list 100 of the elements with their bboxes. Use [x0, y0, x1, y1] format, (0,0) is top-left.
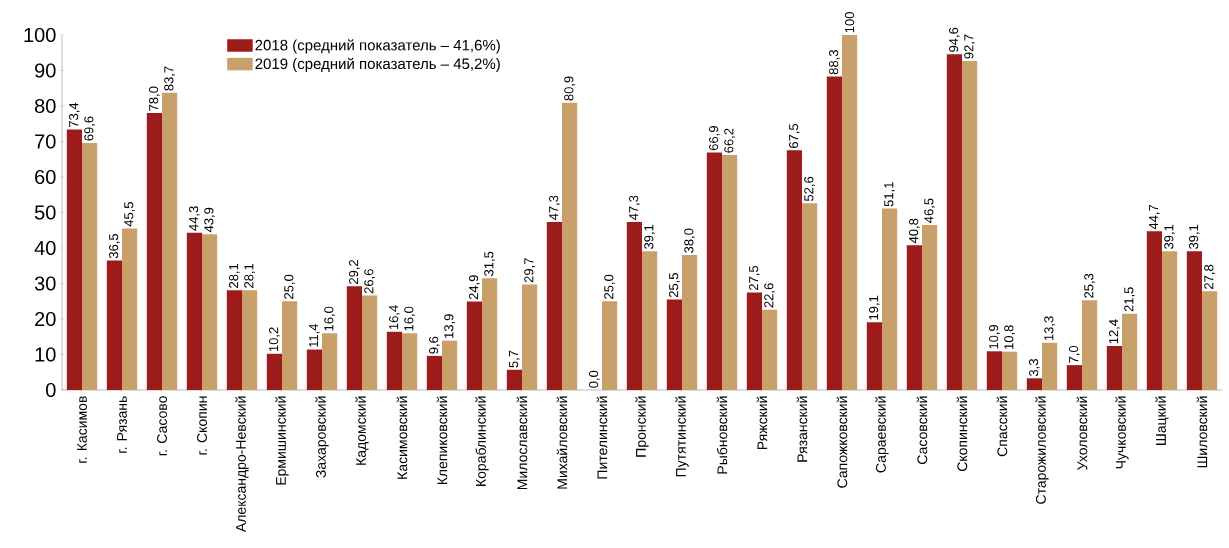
data-label: 28,1: [229, 263, 240, 288]
bar: [626, 222, 642, 390]
bar: [202, 234, 218, 390]
x-tick-label: Пронский: [635, 396, 649, 457]
data-label: 51,1: [884, 182, 895, 207]
bar: [641, 251, 658, 390]
x-tick-label: Кадомский: [355, 396, 369, 465]
data-label: 25,0: [604, 274, 615, 299]
data-label: 29,7: [524, 258, 535, 283]
bar: [442, 340, 458, 390]
x-tick-label: Сасовский: [916, 396, 928, 464]
data-label: 39,1: [1189, 224, 1200, 249]
bar: [82, 142, 98, 390]
data-label: 7,0: [1069, 345, 1080, 363]
bar: [322, 333, 338, 390]
data-label: 78,0: [149, 86, 160, 111]
bar: [186, 232, 202, 390]
x-tick-label: Рязанский: [796, 396, 808, 462]
x-tick-label: Рыбновский: [716, 396, 728, 474]
y-tick-label: 80: [34, 98, 56, 114]
x-tick-label: Ермишинский: [275, 396, 289, 485]
data-label: 28,1: [244, 263, 255, 288]
data-label: 12,4: [1109, 319, 1120, 344]
bar: [601, 301, 618, 390]
x-tick-label: Милославский: [516, 396, 528, 490]
data-label: 39,1: [1164, 224, 1175, 249]
bar: [266, 353, 282, 390]
bar: [1146, 231, 1162, 390]
data-label: 13,3: [1044, 316, 1055, 341]
bar: [66, 129, 82, 390]
bar: [402, 333, 418, 390]
bar: [1201, 291, 1218, 390]
y-tick-label: 90: [35, 63, 56, 78]
bar: [881, 208, 898, 390]
data-label: 73,4: [69, 102, 80, 128]
bar: [426, 355, 442, 390]
data-label: 47,3: [629, 195, 640, 221]
data-label: 10,2: [269, 327, 280, 352]
data-label: 100: [844, 12, 855, 33]
x-tick-label: Ухоловский: [1076, 396, 1088, 471]
x-tick-label: Старожиловский: [1035, 396, 1049, 504]
bar: [1026, 378, 1042, 390]
bar: [226, 290, 242, 390]
data-label: 43,9: [204, 207, 215, 233]
data-label: 22,6: [764, 283, 775, 308]
legend-label: 2019 (средний показатель – 45,2%): [255, 57, 500, 73]
bar: [841, 35, 858, 390]
data-label: 83,7: [164, 66, 175, 91]
bar: [866, 322, 882, 390]
data-label: 39,1: [644, 224, 655, 249]
x-tick-label: Клепиковский: [436, 396, 448, 485]
bar: [146, 113, 162, 390]
bar: [306, 349, 322, 390]
data-label: 66,9: [709, 126, 720, 151]
x-tick-label: Кораблинский: [475, 396, 489, 486]
x-tick-label: г. Сасово: [157, 396, 167, 456]
bar: [521, 284, 538, 390]
x-tick-label: г. Касимов: [77, 396, 87, 463]
bar: [346, 286, 362, 390]
data-label: 66,2: [724, 128, 735, 153]
bar: [906, 245, 922, 390]
data-label: 16,0: [324, 306, 335, 331]
bar: [242, 290, 258, 390]
bar: [506, 369, 522, 390]
bar: [122, 228, 138, 390]
data-label: 46,5: [924, 198, 935, 223]
y-tick-label: 60: [35, 169, 56, 185]
x-tick-label: Сараевский: [875, 396, 889, 473]
bar: [986, 351, 1002, 390]
data-label: 69,6: [84, 116, 95, 141]
x-tick-label: Скопинский: [956, 396, 968, 472]
bar: [921, 224, 938, 390]
y-tick-label: 10: [35, 347, 56, 362]
data-label: 21,5: [1124, 287, 1135, 312]
bar: [466, 301, 482, 390]
data-label: 10,9: [989, 324, 1000, 349]
data-label: 26,6: [364, 269, 375, 294]
bar: [1041, 342, 1058, 390]
data-label: 27,5: [749, 265, 760, 291]
y-tick-label: 70: [35, 134, 56, 149]
y-tick-label: 0: [46, 382, 56, 398]
bar: [1081, 300, 1098, 390]
data-label: 92,7: [964, 34, 975, 59]
bar: [561, 102, 578, 390]
y-tick-label: 20: [35, 311, 56, 327]
data-label: 44,3: [189, 206, 200, 231]
x-tick-label: Путятинский: [675, 396, 689, 477]
x-tick-label: Спасский: [996, 396, 1008, 457]
bar: [282, 301, 298, 390]
bar: [1121, 313, 1138, 390]
bar: [961, 60, 978, 390]
data-label: 88,3: [829, 50, 840, 75]
data-label: 9,6: [429, 336, 440, 354]
bar: [1186, 251, 1202, 390]
data-label: 19,1: [869, 295, 880, 320]
data-label: 45,5: [124, 202, 135, 227]
bar: [666, 299, 682, 390]
bar: [1001, 351, 1018, 390]
data-label: 3,3: [1029, 359, 1040, 377]
bar: [721, 154, 738, 390]
